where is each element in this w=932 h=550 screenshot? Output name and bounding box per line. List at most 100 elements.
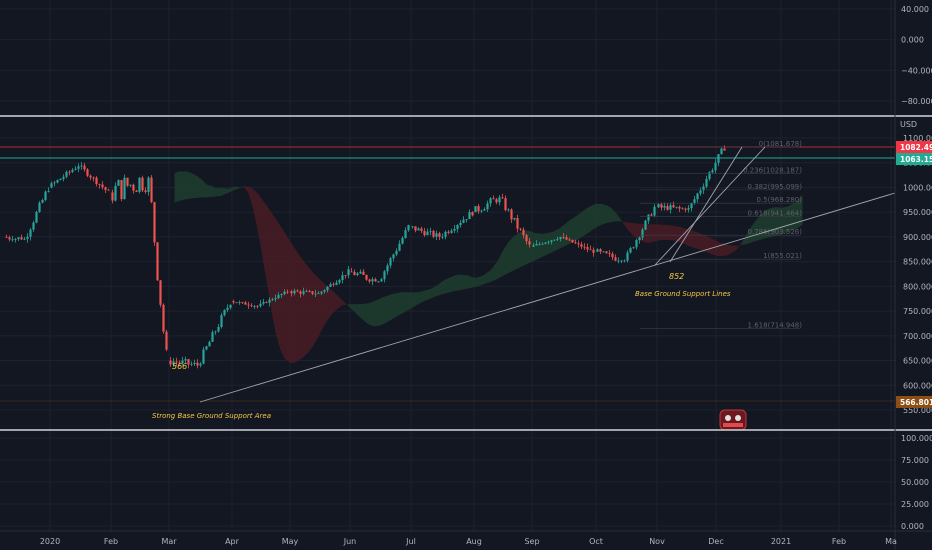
- cloud-segment: [387, 294, 391, 322]
- candle-body: [104, 187, 107, 190]
- annotation-base-lines: Base Ground Support Lines: [635, 290, 731, 298]
- cloud-segment: [502, 246, 506, 277]
- candle-body: [341, 275, 344, 281]
- cloud-segment: [577, 212, 581, 240]
- cloud-segment: [699, 233, 703, 251]
- candle-body: [11, 239, 14, 241]
- candle-body: [293, 290, 296, 294]
- cloud-segment: [784, 206, 788, 234]
- volume-tick-label: 25.000: [901, 500, 929, 509]
- candle-body: [519, 228, 522, 230]
- candle-body: [280, 294, 283, 296]
- candle-body: [504, 198, 507, 211]
- candle-body: [477, 206, 480, 212]
- candle-body: [574, 242, 577, 244]
- fib-label: 0.618(941.464): [748, 209, 803, 217]
- cloud-segment: [465, 275, 469, 289]
- cloud-segment: [180, 171, 184, 201]
- cloud-segment: [693, 231, 697, 249]
- cloud-segment: [405, 292, 409, 312]
- cloud-segment: [702, 234, 706, 252]
- grid: [0, 0, 895, 531]
- candle-body: [635, 239, 638, 248]
- candle-body: [35, 211, 38, 223]
- time-tick-label: Apr: [225, 537, 240, 546]
- trendline-main[interactable]: [199, 192, 896, 403]
- cloud-segment: [462, 274, 466, 290]
- cloud-segment: [490, 266, 494, 283]
- volume-axis[interactable]: 100.000 75.000 50.000 25.000 0.000: [901, 434, 932, 531]
- cloud-segment: [665, 224, 669, 241]
- candle-body: [444, 231, 447, 237]
- candle-body: [629, 248, 632, 253]
- candle-body: [580, 244, 583, 247]
- cloud-segment: [190, 172, 194, 199]
- candle-body: [562, 236, 565, 238]
- cloud-segment: [586, 206, 590, 234]
- candle-body: [383, 271, 386, 280]
- trendline-fan-2[interactable]: [669, 146, 743, 263]
- cloud-segment: [607, 205, 612, 223]
- cloud-segment: [311, 270, 315, 349]
- candle-body: [50, 183, 53, 188]
- time-tick-label: Oct: [589, 537, 603, 546]
- candle-body: [556, 238, 559, 240]
- candle-body: [693, 199, 696, 204]
- candle-body: [532, 245, 535, 247]
- candle-body: [17, 237, 20, 240]
- cloud-segment: [402, 292, 406, 314]
- cloud-segment: [520, 230, 524, 268]
- cloud-segment: [290, 241, 294, 363]
- candle-body: [326, 286, 329, 291]
- cloud-segment: [229, 187, 233, 193]
- candle-body: [286, 291, 289, 293]
- trendline-fan-1[interactable]: [654, 146, 766, 266]
- fib-label: 0.382(995.099): [748, 183, 803, 191]
- candle-body: [395, 250, 398, 255]
- candle-body: [141, 177, 144, 191]
- cloud-segment: [444, 278, 448, 294]
- cloud-segment: [690, 230, 694, 248]
- candle-body: [178, 362, 181, 364]
- candle-body: [344, 275, 347, 277]
- ichimoku-cloud: [174, 171, 803, 363]
- candle-body: [335, 282, 338, 285]
- cloud-segment: [493, 262, 497, 281]
- oscillator-axis[interactable]: 40.000 0.000 −40.000 −80.000: [901, 5, 932, 106]
- cloud-segment: [565, 221, 569, 246]
- cloud-segment: [296, 250, 300, 362]
- cloud-segment: [574, 215, 578, 242]
- price-tick-label: 950.000: [903, 208, 932, 217]
- cloud-segment: [659, 224, 663, 241]
- cloud-segment: [514, 233, 518, 271]
- candle-body: [492, 198, 495, 200]
- candle-body: [89, 175, 92, 178]
- candle-body: [32, 222, 35, 230]
- cloud-segment: [671, 225, 676, 241]
- cloud-segment: [329, 287, 333, 318]
- cloud-segment: [592, 203, 596, 231]
- candle-body: [462, 219, 465, 223]
- time-axis[interactable]: 2020 Feb Mar Apr May Jun Jul Aug Sep Oct Nov Dec 202…: [40, 537, 897, 546]
- candle-body: [132, 184, 135, 191]
- candle-body: [314, 293, 317, 295]
- candle-body: [386, 265, 389, 272]
- candle-body: [605, 251, 608, 254]
- candle-body: [265, 302, 268, 303]
- cloud-segment: [635, 223, 639, 240]
- candle-body: [305, 291, 308, 292]
- cloud-segment: [754, 218, 758, 242]
- candle-body: [311, 291, 314, 294]
- candle-body: [653, 206, 656, 216]
- candle-body: [274, 298, 277, 300]
- candle-body: [389, 258, 392, 266]
- candle-body: [507, 209, 510, 211]
- cloud-segment: [450, 275, 454, 293]
- candle-body: [41, 200, 44, 203]
- candle-body: [296, 290, 299, 292]
- cloud-segment: [505, 242, 509, 275]
- cloud-segment: [550, 231, 554, 254]
- candle-body: [271, 299, 274, 301]
- candle-body: [329, 284, 332, 287]
